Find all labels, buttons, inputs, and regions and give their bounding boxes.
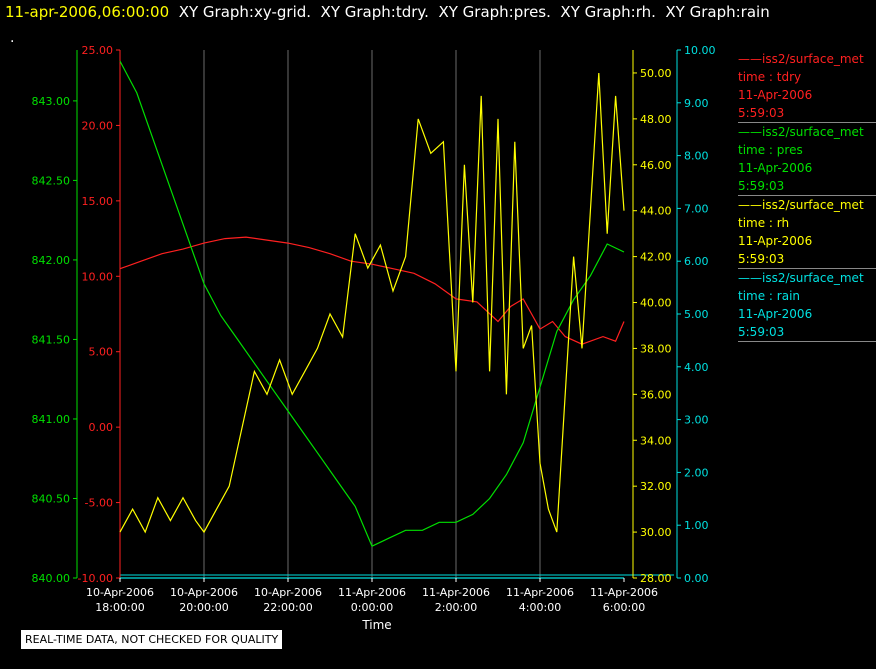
legend: ——iss2/surface_met time : tdry 11-Apr-2006… [736, 50, 876, 342]
pres-tick-label: 842.00 [32, 254, 71, 267]
x-tick-label-date: 11-Apr-2006 [338, 586, 406, 599]
x-tick-label-date: 11-Apr-2006 [590, 586, 658, 599]
x-tick-label-date: 10-Apr-2006 [86, 586, 154, 599]
legend-source: ——iss2/surface_met [738, 125, 864, 139]
x-axis-label: Time [361, 618, 391, 632]
rh-tick-label: 34.00 [640, 434, 672, 447]
x-tick-label-time: 20:00:00 [179, 601, 228, 614]
legend-time: 5:59:03 [738, 179, 785, 193]
rain-tick-label: 1.00 [684, 519, 709, 532]
legend-time: 5:59:03 [738, 252, 785, 266]
graph-titles: XY Graph:xy-grid. XY Graph:tdry. XY Grap… [178, 3, 770, 21]
tdry-tick-label: 10.00 [82, 270, 114, 283]
pres-tick-label: 842.50 [32, 174, 71, 187]
rh-tick-label: 50.00 [640, 67, 672, 80]
grid-lines [203, 50, 541, 578]
status-dot: . [10, 30, 15, 46]
rh-series-line [119, 72, 625, 534]
legend-time: 5:59:03 [738, 106, 785, 120]
legend-source: ——iss2/surface_met [738, 271, 864, 285]
rain-tick-label: 4.00 [684, 361, 709, 374]
rh-tick-label: 36.00 [640, 388, 672, 401]
x-tick-label-time: 4:00:00 [519, 601, 561, 614]
tdry-tick-label: 15.00 [82, 195, 114, 208]
rain-tick-label: 6.00 [684, 255, 709, 268]
legend-var: time : rain [738, 289, 801, 303]
rh-tick-label: 38.00 [640, 342, 672, 355]
x-tick-label-date: 11-Apr-2006 [506, 586, 574, 599]
tdry-tick-label: 20.00 [82, 119, 114, 132]
legend-time: 5:59:03 [738, 325, 785, 339]
tdry-tick-label: 5.00 [89, 346, 114, 359]
axes: 840.00 840.50 841.00 841.50 842.00 842.50 843.… [32, 44, 716, 585]
rain-tick-label: 0.00 [684, 572, 709, 585]
rh-tick-label: 30.00 [640, 526, 672, 539]
x-tick-labels: 10-Apr-2006 18:00:00 10-Apr-2006 20:00:00 10… [86, 578, 658, 614]
x-tick-label-date: 11-Apr-2006 [422, 586, 490, 599]
rain-tick-label: 10.00 [684, 44, 716, 57]
rain-tick-label: 8.00 [684, 150, 709, 163]
rain-tick-label: 9.00 [684, 97, 709, 110]
pres-tick-label: 841.00 [32, 413, 71, 426]
tdry-tick-label: -5.00 [85, 497, 113, 510]
rain-tick-label: 3.00 [684, 414, 709, 427]
rh-tick-label: 40.00 [640, 297, 672, 310]
pres-tick-label: 843.00 [32, 95, 71, 108]
rain-tick-label: 7.00 [684, 202, 709, 215]
legend-divider [738, 195, 876, 196]
timestamp: 11-apr-2006,06:00:00 [5, 3, 170, 21]
pres-tick-label: 840.50 [32, 492, 71, 505]
x-tick-label-time: 18:00:00 [95, 601, 144, 614]
x-tick-label-time: 2:00:00 [435, 601, 477, 614]
legend-divider [738, 341, 876, 342]
legend-var: time : rh [738, 216, 790, 230]
legend-divider [738, 122, 876, 123]
legend-source: ——iss2/surface_met [738, 198, 864, 212]
rh-tick-label: 28.00 [640, 572, 672, 585]
legend-var: time : pres [738, 143, 803, 157]
window-title: 11-apr-2006,06:00:00 XY Graph:xy-grid. X… [5, 3, 770, 21]
rain-tick-label: 2.00 [684, 466, 709, 479]
rain-tick-label: 5.00 [684, 308, 709, 321]
pres-tick-label: 840.00 [32, 572, 71, 585]
x-tick-label-time: 0:00:00 [351, 601, 393, 614]
legend-divider [738, 268, 876, 269]
pres-tick-label: 841.50 [32, 333, 71, 346]
legend-source: ——iss2/surface_met [738, 52, 864, 66]
quality-note: REAL-TIME DATA, NOT CHECKED FOR QUALITY [21, 630, 283, 649]
legend-date: 11-Apr-2006 [738, 88, 813, 102]
tdry-tick-label: 0.00 [89, 421, 114, 434]
rh-tick-label: 48.00 [640, 113, 672, 126]
legend-date: 11-Apr-2006 [738, 161, 813, 175]
x-tick-label-time: 22:00:00 [263, 601, 312, 614]
pres-series-line [119, 60, 625, 548]
rh-tick-label: 44.00 [640, 205, 672, 218]
rh-tick-label: 46.00 [640, 159, 672, 172]
x-tick-label-date: 10-Apr-2006 [254, 586, 322, 599]
tdry-series-line [119, 236, 625, 345]
tdry-tick-label: 25.00 [82, 44, 114, 57]
rh-tick-label: 32.00 [640, 480, 672, 493]
x-tick-label-date: 10-Apr-2006 [170, 586, 238, 599]
tdry-tick-label: -10.00 [78, 572, 113, 585]
legend-var: time : tdry [738, 70, 802, 84]
legend-date: 11-Apr-2006 [738, 307, 813, 321]
x-tick-label-time: 6:00:00 [603, 601, 645, 614]
rh-tick-label: 42.00 [640, 251, 672, 264]
legend-date: 11-Apr-2006 [738, 234, 813, 248]
